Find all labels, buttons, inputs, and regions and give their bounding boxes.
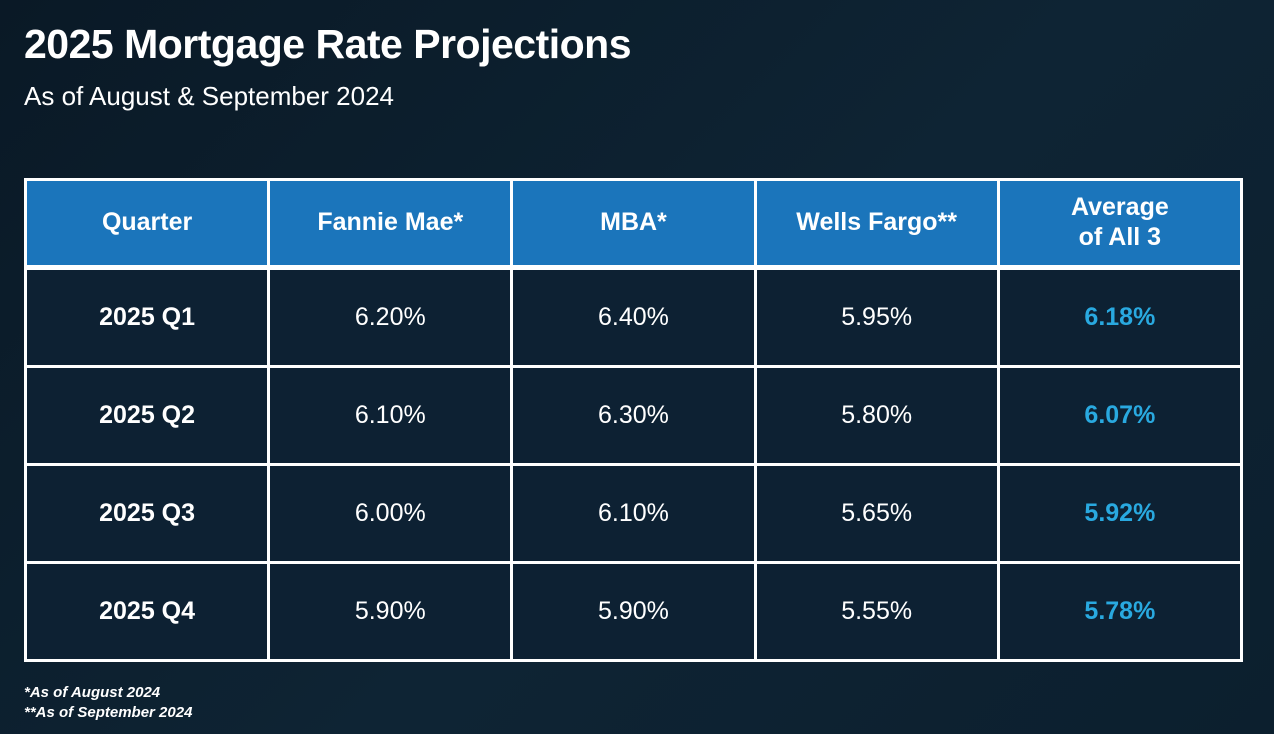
- projections-table: Quarter Fannie Mae* MBA* Wells Fargo** A…: [23, 177, 1244, 662]
- column-header-average: Average of All 3: [996, 177, 1244, 270]
- mba-rate-cell: 6.30%: [510, 364, 757, 466]
- wells-fargo-rate-cell: 5.65%: [753, 462, 1000, 564]
- quarter-cell: 2025 Q2: [23, 364, 271, 466]
- mba-rate-cell: 5.90%: [510, 560, 757, 662]
- mba-rate-cell: 6.10%: [510, 462, 757, 564]
- column-header-mba: MBA*: [510, 177, 757, 270]
- footnote-august: *As of August 2024: [24, 683, 161, 701]
- fannie-mae-rate-cell: 6.10%: [267, 364, 514, 466]
- table-row: 2025 Q4 5.90% 5.90% 5.55% 5.78%: [23, 560, 1244, 662]
- column-header-average-label: Average of All 3: [1071, 193, 1169, 251]
- table-row: 2025 Q3 6.00% 6.10% 5.65% 5.92%: [23, 462, 1244, 564]
- average-rate-cell: 5.92%: [996, 462, 1244, 564]
- column-header-fannie-mae: Fannie Mae*: [267, 177, 514, 270]
- wells-fargo-rate-cell: 5.95%: [753, 265, 1000, 368]
- average-rate-cell: 5.78%: [996, 560, 1244, 662]
- column-header-quarter: Quarter: [23, 177, 271, 270]
- column-header-wells-fargo: Wells Fargo**: [753, 177, 1000, 270]
- table-row: 2025 Q1 6.20% 6.40% 5.95% 6.18%: [23, 265, 1244, 368]
- table-body: 2025 Q1 6.20% 6.40% 5.95% 6.18% 2025 Q2 …: [23, 265, 1244, 662]
- wells-fargo-rate-cell: 5.80%: [753, 364, 1000, 466]
- average-rate-cell: 6.07%: [996, 364, 1244, 466]
- table-header: Quarter Fannie Mae* MBA* Wells Fargo** A…: [23, 177, 1244, 270]
- quarter-cell: 2025 Q1: [23, 265, 271, 368]
- page-title: 2025 Mortgage Rate Projections: [24, 21, 632, 67]
- quarter-cell: 2025 Q3: [23, 462, 271, 564]
- footnotes: *As of August 2024 **As of September 202…: [24, 683, 1243, 724]
- fannie-mae-rate-cell: 6.00%: [267, 462, 514, 564]
- table-header-row: Quarter Fannie Mae* MBA* Wells Fargo** A…: [23, 177, 1244, 270]
- wells-fargo-rate-cell: 5.55%: [753, 560, 1000, 662]
- mba-rate-cell: 6.40%: [510, 265, 757, 368]
- fannie-mae-rate-cell: 5.90%: [267, 560, 514, 662]
- page-subtitle: As of August & September 2024: [24, 80, 395, 111]
- average-rate-cell: 6.18%: [996, 265, 1244, 368]
- quarter-cell: 2025 Q4: [23, 560, 271, 662]
- table-row: 2025 Q2 6.10% 6.30% 5.80% 6.07%: [23, 364, 1244, 466]
- footnote-september: **As of September 2024: [24, 704, 193, 722]
- fannie-mae-rate-cell: 6.20%: [267, 265, 514, 368]
